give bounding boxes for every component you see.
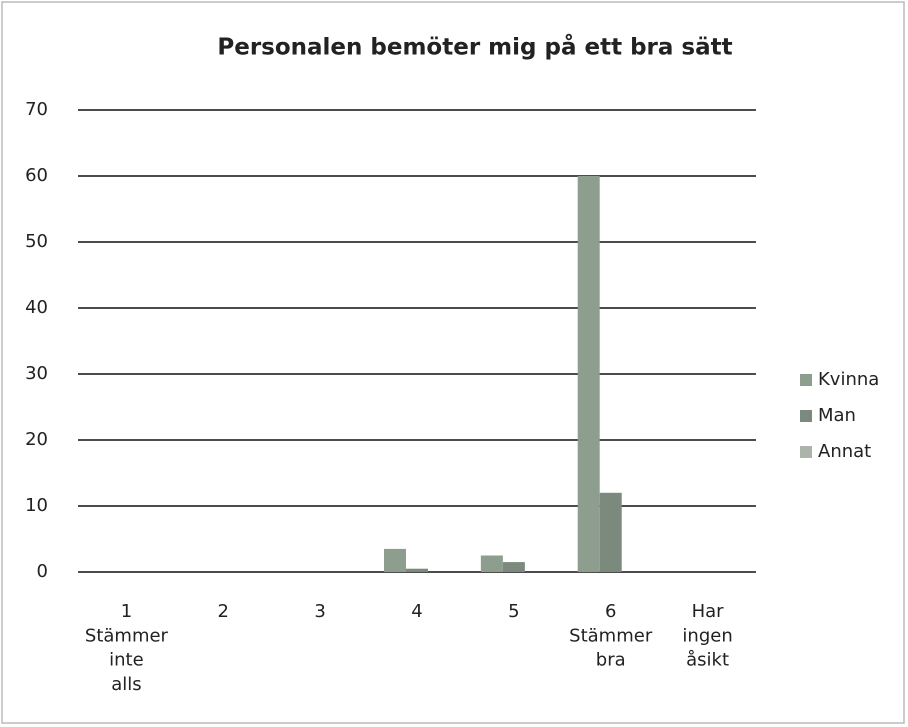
chart-title: Personalen bemöter mig på ett bra sätt (217, 34, 732, 61)
bar (502, 562, 525, 572)
bar (406, 568, 428, 572)
y-tick-label: 30 (25, 363, 48, 384)
x-tick-label: 3 (314, 601, 325, 622)
x-tick-label: 4 (411, 601, 422, 622)
legend-label: Kvinna (818, 369, 879, 390)
x-tick-label: 1 Stämmer inte alls (85, 601, 169, 695)
legend-label: Man (818, 405, 856, 426)
legend-label: Annat (818, 441, 871, 462)
x-tick-label: Har ingen åsikt (682, 601, 732, 671)
legend-swatch (800, 446, 812, 458)
x-tick-label: 2 (218, 601, 229, 622)
bar (480, 555, 503, 572)
y-tick-label: 10 (25, 495, 48, 516)
legend-swatch (800, 374, 812, 386)
x-tick-label: 5 (508, 601, 519, 622)
y-tick-label: 70 (25, 99, 48, 120)
bar (577, 176, 600, 572)
x-tick-label: 6 Stämmer bra (569, 601, 653, 671)
bar (384, 548, 406, 572)
y-tick-label: 0 (37, 561, 48, 582)
y-tick-label: 20 (25, 429, 48, 450)
y-tick-label: 40 (25, 297, 48, 318)
y-tick-label: 60 (25, 165, 48, 186)
legend-swatch (800, 410, 812, 422)
y-tick-label: 50 (25, 231, 48, 252)
bar (599, 492, 622, 572)
